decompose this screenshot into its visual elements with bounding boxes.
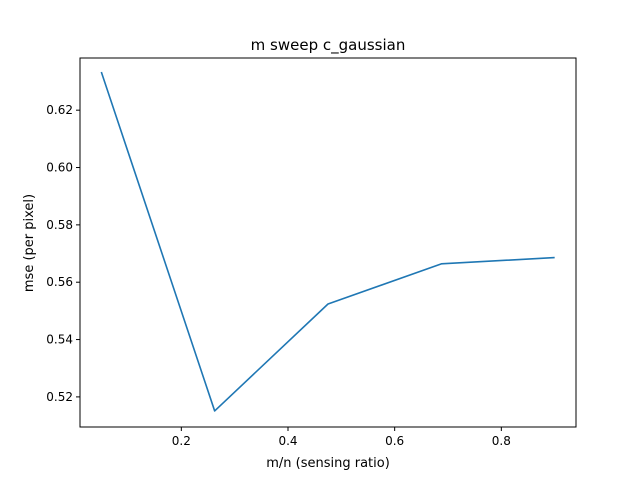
plot-area: [100, 71, 555, 412]
x-tick-label: 0.2: [172, 434, 191, 448]
axes-frame: [79, 57, 577, 428]
x-axis-ticks: 0.2 0.4 0.6 0.8: [172, 427, 511, 448]
x-axis-label: m/n (sensing ratio): [266, 456, 390, 471]
y-tick-label: 0.58: [46, 218, 73, 232]
chart-title: m sweep c_gaussian: [251, 36, 406, 55]
y-axis-ticks: 0.52 0.54 0.56 0.58 0.60 0.62: [46, 103, 80, 404]
y-axis-label: mse (per pixel): [22, 194, 37, 292]
y-tick-label: 0.56: [46, 275, 73, 289]
x-tick-label: 0.6: [385, 434, 404, 448]
x-tick-label: 0.8: [492, 434, 511, 448]
y-tick-label: 0.52: [46, 390, 73, 404]
series-line: [100, 71, 555, 412]
y-tick-label: 0.60: [46, 161, 73, 175]
y-tick-label: 0.62: [46, 103, 73, 117]
y-tick-label: 0.54: [46, 333, 73, 347]
x-tick-label: 0.4: [278, 434, 297, 448]
